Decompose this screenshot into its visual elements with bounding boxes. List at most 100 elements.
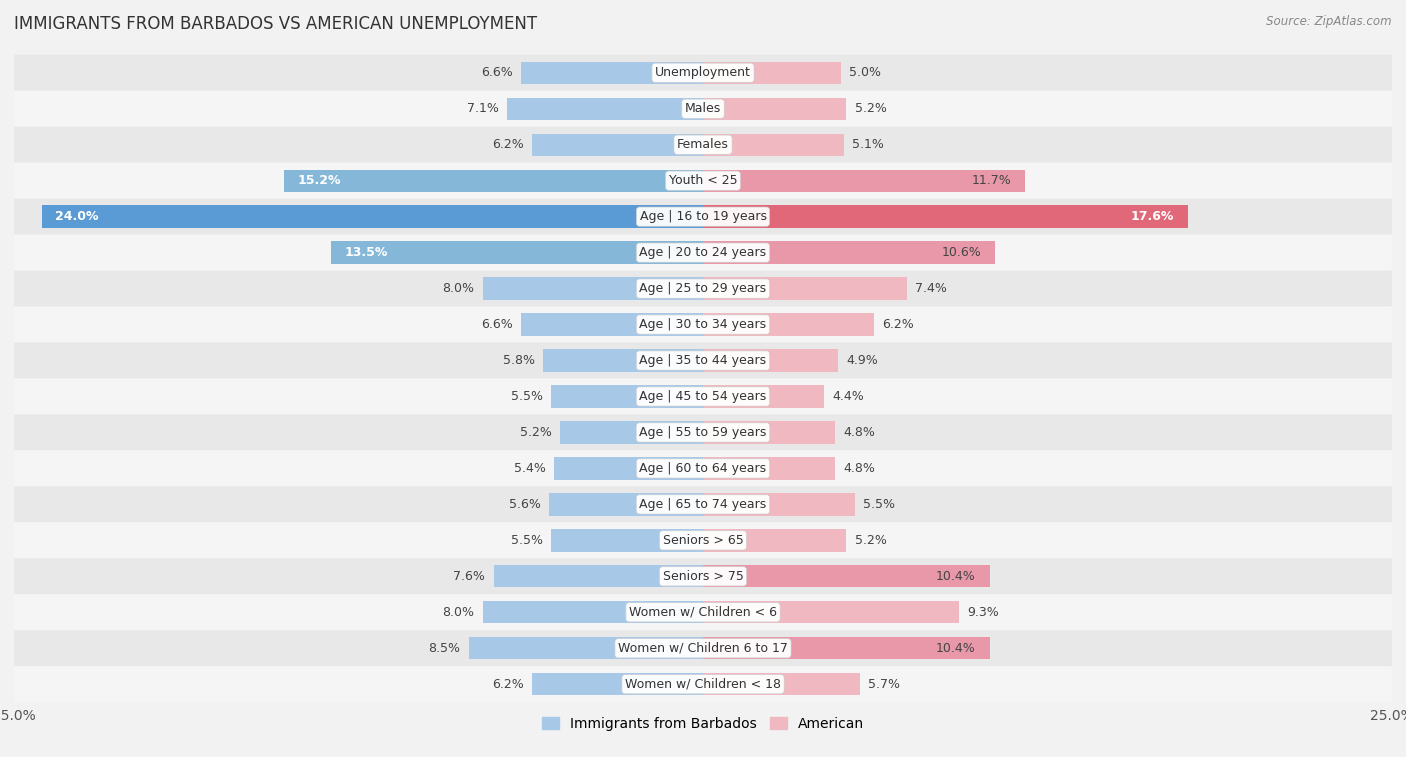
Text: 10.4%: 10.4%	[936, 642, 976, 655]
Bar	[468, 637, 703, 659]
Bar	[482, 601, 703, 624]
FancyBboxPatch shape	[14, 631, 1392, 666]
FancyBboxPatch shape	[14, 559, 1392, 594]
Text: 11.7%: 11.7%	[972, 174, 1012, 187]
Text: Age | 20 to 24 years: Age | 20 to 24 years	[640, 246, 766, 259]
Text: 5.4%: 5.4%	[515, 462, 546, 475]
Text: IMMIGRANTS FROM BARBADOS VS AMERICAN UNEMPLOYMENT: IMMIGRANTS FROM BARBADOS VS AMERICAN UNE…	[14, 15, 537, 33]
FancyBboxPatch shape	[14, 666, 1392, 702]
Text: 10.6%: 10.6%	[942, 246, 981, 259]
Text: Unemployment: Unemployment	[655, 67, 751, 79]
FancyBboxPatch shape	[14, 487, 1392, 522]
Text: 4.8%: 4.8%	[844, 426, 876, 439]
Text: 10.4%: 10.4%	[936, 570, 976, 583]
FancyBboxPatch shape	[14, 415, 1392, 450]
Text: 17.6%: 17.6%	[1130, 210, 1174, 223]
Bar	[703, 422, 835, 444]
Text: Seniors > 75: Seniors > 75	[662, 570, 744, 583]
Text: 6.6%: 6.6%	[481, 318, 513, 331]
FancyBboxPatch shape	[14, 198, 1392, 235]
Text: 9.3%: 9.3%	[967, 606, 1000, 618]
Text: Women w/ Children < 6: Women w/ Children < 6	[628, 606, 778, 618]
Text: 7.6%: 7.6%	[453, 570, 485, 583]
FancyBboxPatch shape	[14, 450, 1392, 487]
Bar	[522, 313, 703, 335]
Bar	[703, 350, 838, 372]
FancyBboxPatch shape	[14, 235, 1392, 270]
Text: 5.5%: 5.5%	[512, 390, 543, 403]
Bar	[531, 133, 703, 156]
Bar	[554, 457, 703, 480]
Text: 5.6%: 5.6%	[509, 498, 540, 511]
Text: 6.6%: 6.6%	[481, 67, 513, 79]
Text: Males: Males	[685, 102, 721, 115]
Text: 5.1%: 5.1%	[852, 139, 884, 151]
Text: Females: Females	[678, 139, 728, 151]
Text: Age | 60 to 64 years: Age | 60 to 64 years	[640, 462, 766, 475]
Text: Age | 55 to 59 years: Age | 55 to 59 years	[640, 426, 766, 439]
Bar	[330, 241, 703, 263]
Text: Age | 16 to 19 years: Age | 16 to 19 years	[640, 210, 766, 223]
Text: 15.2%: 15.2%	[298, 174, 342, 187]
Text: Age | 35 to 44 years: Age | 35 to 44 years	[640, 354, 766, 367]
Text: 5.7%: 5.7%	[869, 678, 900, 690]
Text: Age | 45 to 54 years: Age | 45 to 54 years	[640, 390, 766, 403]
Text: Women w/ Children 6 to 17: Women w/ Children 6 to 17	[619, 642, 787, 655]
Bar	[703, 241, 995, 263]
Text: 4.9%: 4.9%	[846, 354, 879, 367]
FancyBboxPatch shape	[14, 594, 1392, 631]
FancyBboxPatch shape	[14, 55, 1392, 91]
Text: 5.0%: 5.0%	[849, 67, 882, 79]
Bar	[551, 529, 703, 552]
FancyBboxPatch shape	[14, 307, 1392, 342]
Text: 4.4%: 4.4%	[832, 390, 865, 403]
Text: 13.5%: 13.5%	[344, 246, 388, 259]
FancyBboxPatch shape	[14, 342, 1392, 378]
Text: 5.5%: 5.5%	[863, 498, 894, 511]
Bar	[703, 133, 844, 156]
Text: 4.8%: 4.8%	[844, 462, 876, 475]
Text: 8.0%: 8.0%	[443, 282, 474, 295]
FancyBboxPatch shape	[14, 522, 1392, 559]
Bar	[551, 385, 703, 407]
Bar	[703, 61, 841, 84]
Text: 8.0%: 8.0%	[443, 606, 474, 618]
Bar	[703, 205, 1188, 228]
Text: 5.2%: 5.2%	[520, 426, 551, 439]
Bar	[703, 457, 835, 480]
FancyBboxPatch shape	[14, 378, 1392, 415]
Bar	[560, 422, 703, 444]
Text: 5.2%: 5.2%	[855, 102, 886, 115]
Text: Seniors > 65: Seniors > 65	[662, 534, 744, 547]
Text: 6.2%: 6.2%	[492, 678, 524, 690]
Text: 7.4%: 7.4%	[915, 282, 948, 295]
Bar	[703, 494, 855, 516]
Legend: Immigrants from Barbados, American: Immigrants from Barbados, American	[536, 711, 870, 736]
Bar	[703, 277, 907, 300]
Text: 5.5%: 5.5%	[512, 534, 543, 547]
Bar	[703, 565, 990, 587]
Bar	[522, 61, 703, 84]
Bar	[703, 637, 990, 659]
FancyBboxPatch shape	[14, 270, 1392, 307]
Bar	[703, 601, 959, 624]
Text: 5.2%: 5.2%	[855, 534, 886, 547]
Bar	[494, 565, 703, 587]
Text: 5.8%: 5.8%	[503, 354, 534, 367]
FancyBboxPatch shape	[14, 126, 1392, 163]
Bar	[703, 529, 846, 552]
Text: 24.0%: 24.0%	[55, 210, 98, 223]
Bar	[284, 170, 703, 192]
Text: 8.5%: 8.5%	[429, 642, 461, 655]
Bar	[543, 350, 703, 372]
Bar	[703, 313, 875, 335]
Text: Women w/ Children < 18: Women w/ Children < 18	[626, 678, 780, 690]
Bar	[703, 385, 824, 407]
Bar	[703, 673, 860, 696]
Bar	[42, 205, 703, 228]
Bar	[508, 98, 703, 120]
FancyBboxPatch shape	[14, 163, 1392, 198]
Bar	[548, 494, 703, 516]
Text: 7.1%: 7.1%	[467, 102, 499, 115]
Bar	[531, 673, 703, 696]
